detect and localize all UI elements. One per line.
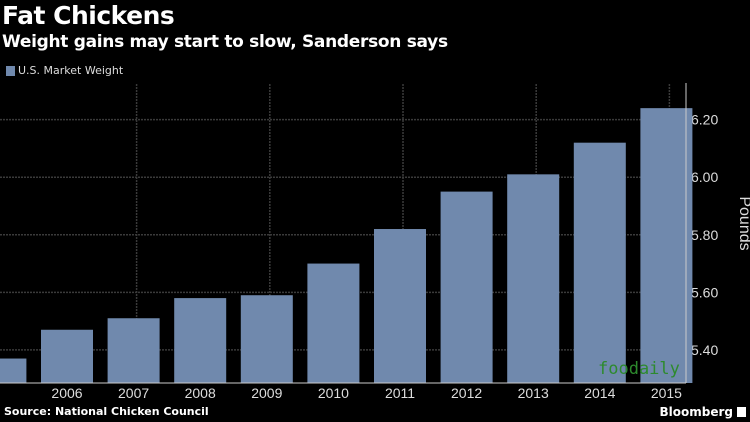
legend: U.S. Market Weight	[6, 64, 124, 77]
bar-2012	[440, 191, 493, 383]
bar-2007	[107, 318, 160, 383]
x-tick-label: 2013	[518, 385, 549, 401]
bar-2005	[0, 358, 27, 383]
y-tick-label: 5.80	[691, 227, 718, 243]
bar-2008	[174, 298, 227, 383]
y-tick-label: 6.20	[691, 112, 718, 128]
bar-2015	[640, 108, 693, 384]
bar-2014	[573, 142, 626, 383]
x-tick-label: 2011	[385, 385, 415, 401]
chart-subtitle: Weight gains may start to slow, Sanderso…	[2, 32, 448, 52]
x-tick-label: 2012	[451, 385, 482, 401]
source-note: Source: National Chicken Council	[4, 405, 209, 418]
y-tick-label: 6.00	[691, 169, 718, 185]
legend-label: U.S. Market Weight	[18, 64, 124, 77]
bloomberg-icon	[737, 407, 746, 417]
x-tick-label: 2014	[584, 385, 615, 401]
bar-2006	[41, 329, 93, 383]
x-tick-label: 2006	[51, 385, 82, 401]
x-tick-label: 2010	[318, 385, 349, 401]
bar-2010	[307, 263, 360, 383]
bar-2009	[240, 295, 293, 383]
bar-2011	[374, 229, 426, 383]
x-tick-label: 2008	[185, 385, 216, 401]
watermark: foodaily	[598, 359, 680, 379]
brand-logo: Bloomberg	[659, 405, 746, 419]
brand-name: Bloomberg	[659, 405, 734, 419]
x-tick-label: 2007	[118, 385, 149, 401]
y-tick-label: 5.60	[691, 284, 718, 300]
bar-2013	[507, 174, 560, 383]
legend-swatch	[6, 66, 15, 77]
x-tick-label: 2009	[251, 385, 282, 401]
x-tick-label: 2015	[651, 385, 682, 401]
chart-title: Fat Chickens	[2, 1, 175, 30]
y-axis-label: Pounds	[736, 196, 750, 250]
y-tick-label: 5.40	[691, 342, 718, 358]
